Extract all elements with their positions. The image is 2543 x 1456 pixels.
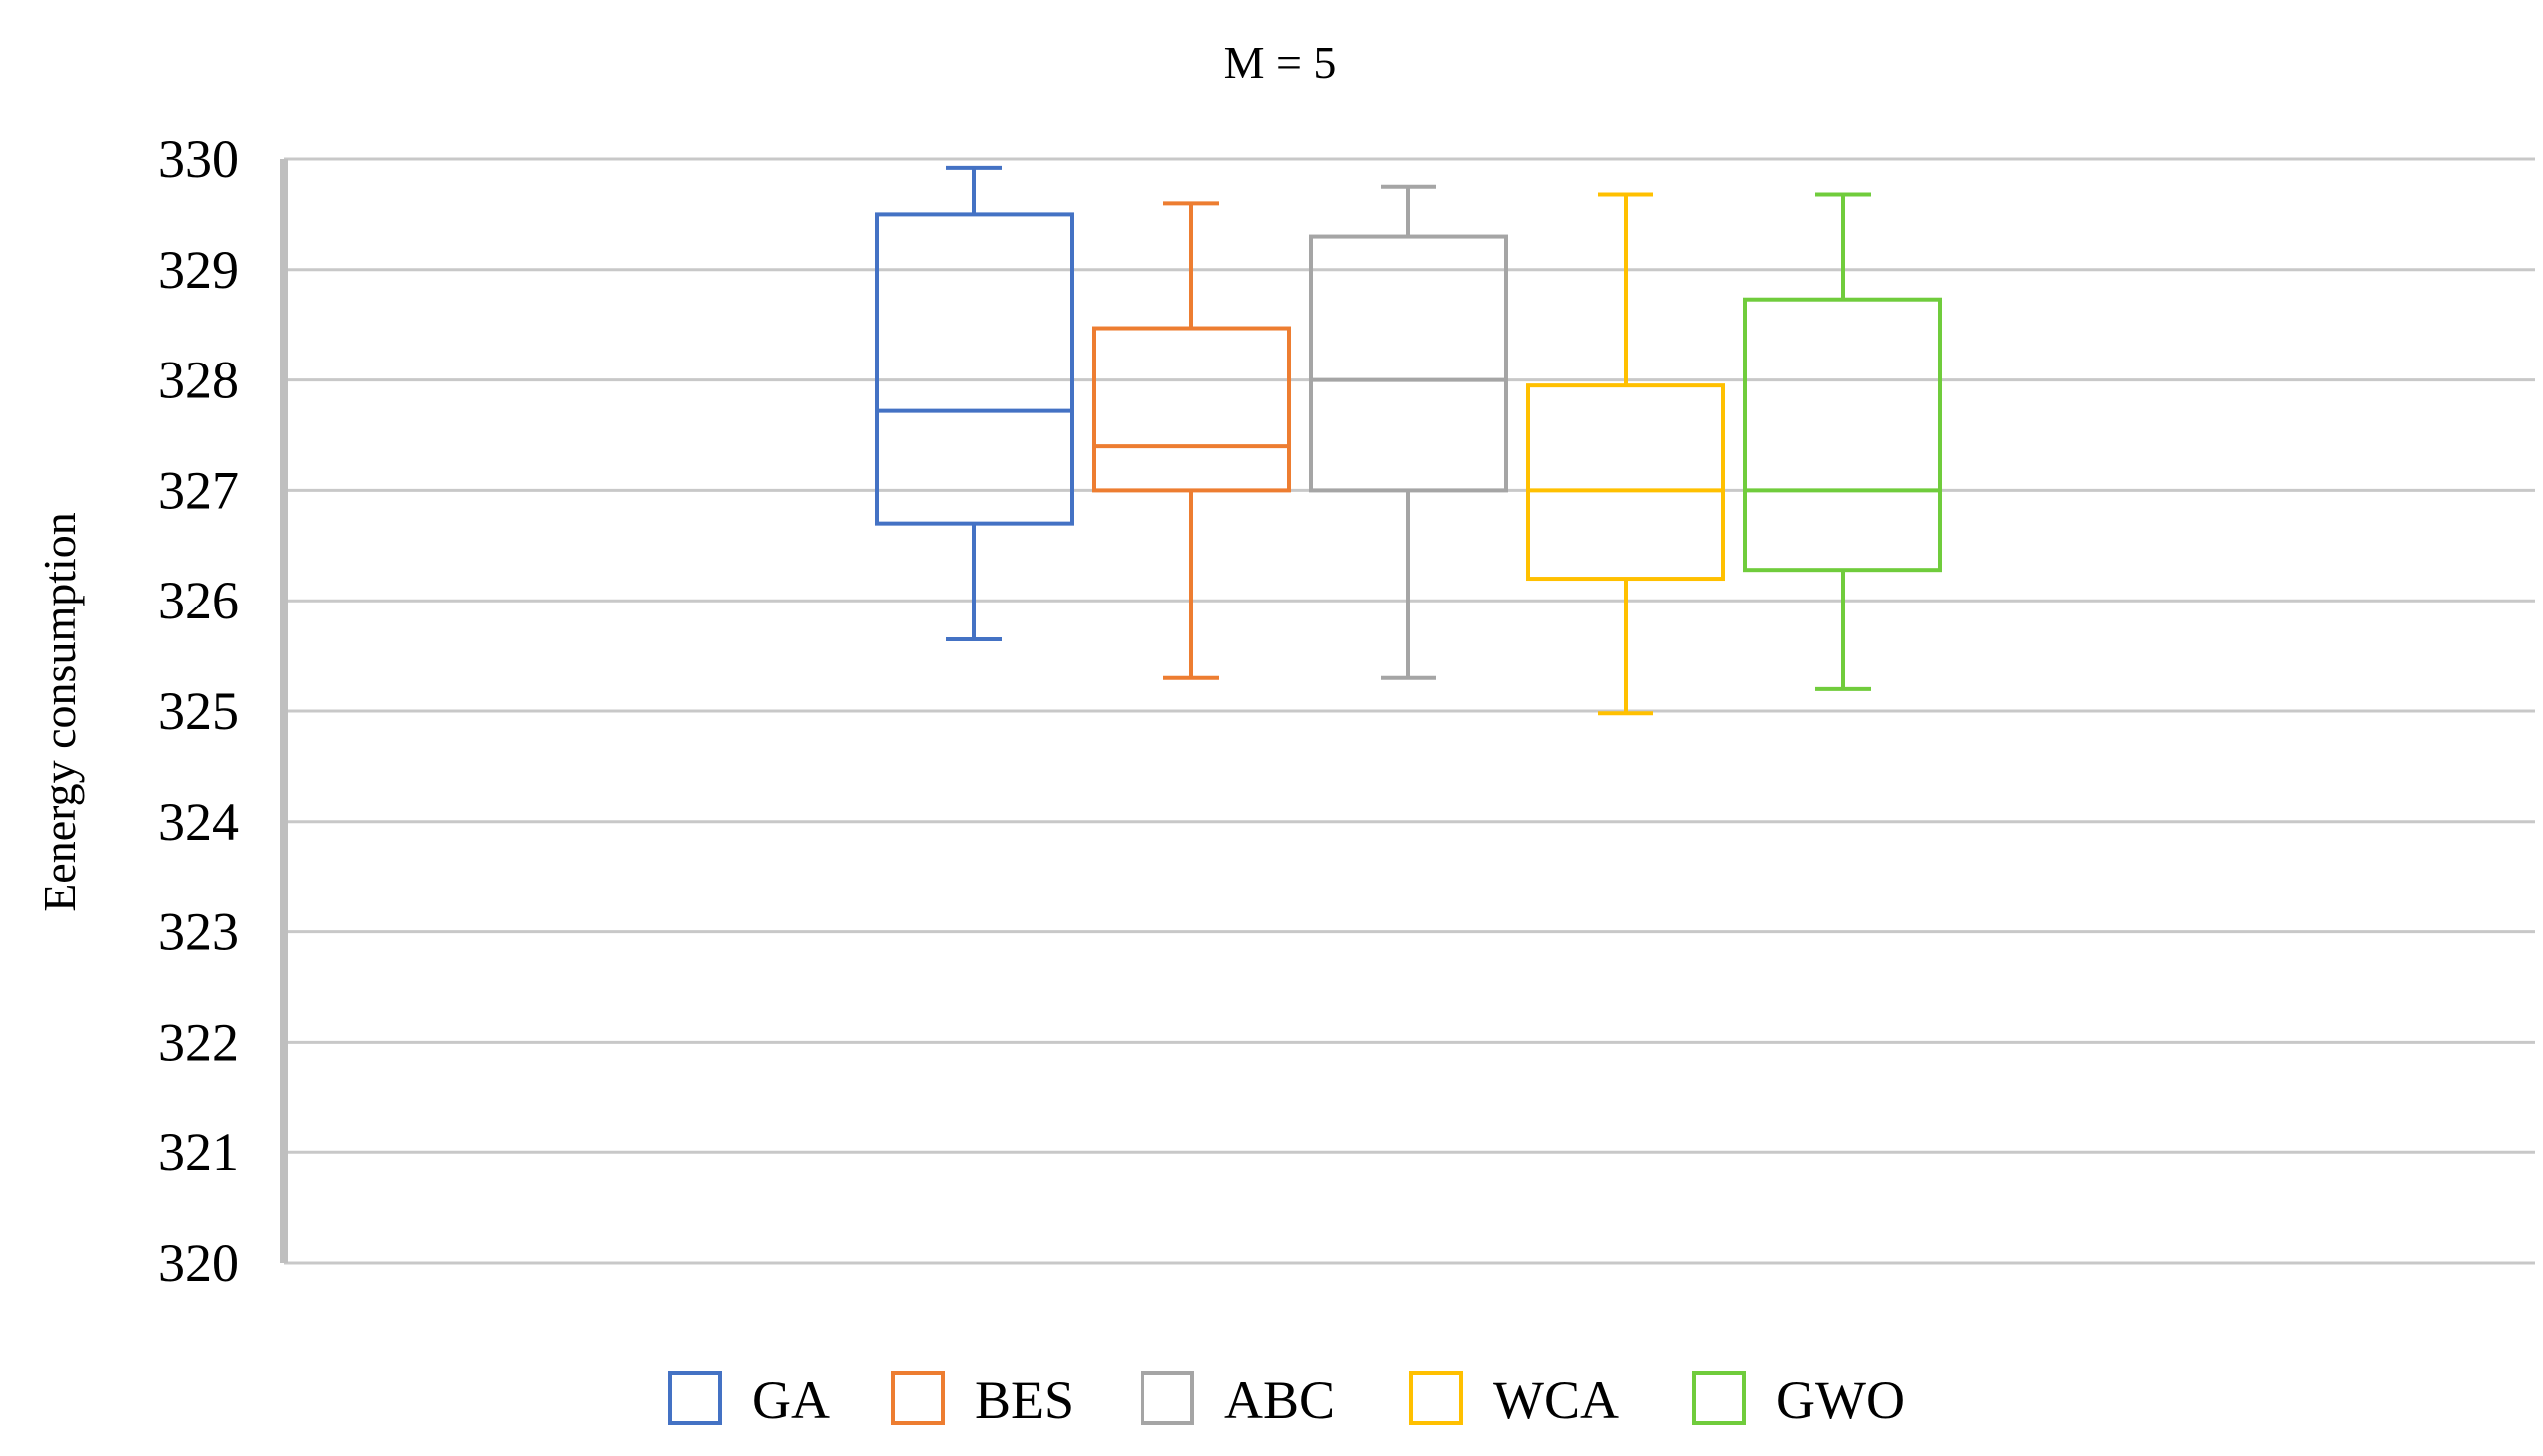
- y-tick-label: 324: [158, 792, 239, 851]
- iqr-box: [1743, 297, 1942, 573]
- legend-item-wca: WCA: [1409, 1370, 1619, 1430]
- y-tick-label: 329: [158, 240, 239, 300]
- legend-swatch: [668, 1371, 722, 1425]
- y-tick-label: 325: [158, 681, 239, 741]
- y-tick-label: 322: [158, 1012, 239, 1072]
- box-abc: [1309, 184, 1508, 680]
- box-ga: [875, 165, 1074, 641]
- gridlines: [284, 157, 2535, 1265]
- y-tick-label: 326: [158, 571, 239, 630]
- legend-item-ga: GA: [668, 1370, 830, 1430]
- legend-label: GA: [752, 1370, 830, 1430]
- iqr-box: [1309, 234, 1508, 493]
- legend-swatch: [891, 1371, 945, 1425]
- y-tick-label: 330: [158, 129, 239, 189]
- iqr-box: [875, 212, 1074, 526]
- legend-label: ABC: [1224, 1370, 1335, 1430]
- box-gwo: [1743, 192, 1942, 691]
- y-tick-label: 327: [158, 460, 239, 520]
- legend-item-abc: ABC: [1141, 1370, 1335, 1430]
- boxes: [875, 165, 1942, 716]
- legend-swatch: [1692, 1371, 1746, 1425]
- legend-label: BES: [975, 1370, 1074, 1430]
- legend-item-gwo: GWO: [1692, 1370, 1905, 1430]
- legend-label: GWO: [1776, 1370, 1905, 1430]
- y-tick-label: 323: [158, 902, 239, 962]
- y-tick-labels: 320 321 322 323 324 325 326 327 328 329 330: [158, 129, 239, 1293]
- legend-swatch: [1141, 1371, 1194, 1425]
- y-tick-label: 321: [158, 1122, 239, 1182]
- box-wca: [1526, 192, 1725, 716]
- chart-title: M = 5: [1224, 37, 1337, 88]
- iqr-box: [1526, 383, 1725, 582]
- box-bes: [1092, 201, 1291, 680]
- y-axis-label: Eenergy consumption: [34, 512, 85, 912]
- y-tick-label: 328: [158, 351, 239, 410]
- iqr-box: [1092, 326, 1291, 493]
- legend-label: WCA: [1493, 1370, 1619, 1430]
- legend-item-bes: BES: [891, 1370, 1074, 1430]
- legend: GA BES ABC WCA GWO: [668, 1370, 1905, 1430]
- legend-swatch: [1409, 1371, 1463, 1425]
- y-tick-label: 320: [158, 1233, 239, 1293]
